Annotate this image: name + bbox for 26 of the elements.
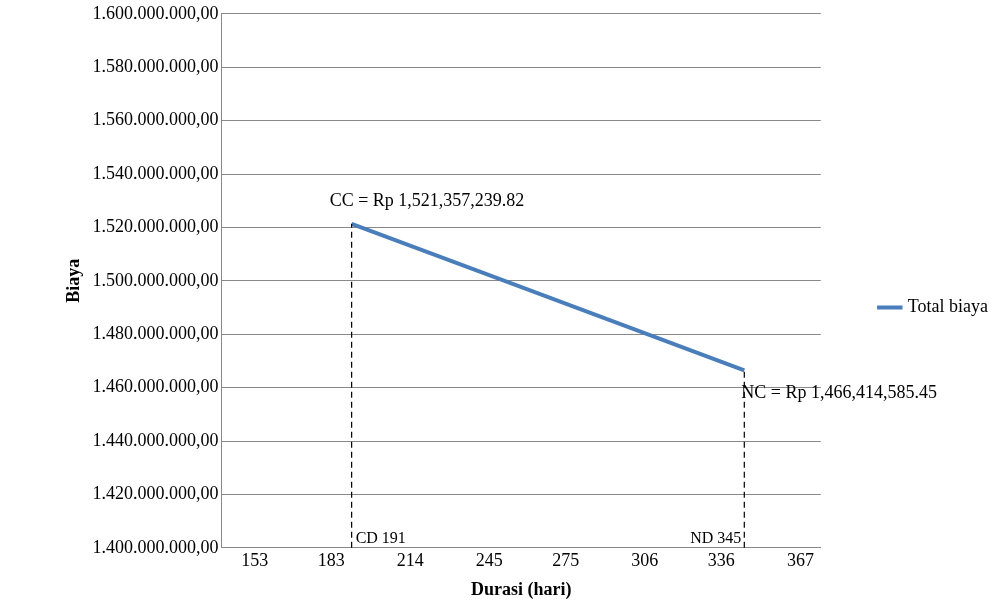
y-tick-label: 1.580.000.000,00 [92,55,219,76]
y-tick-label: 1.460.000.000,00 [92,376,219,397]
ref-line-label: CD 191 [355,529,406,546]
ref-line-label: ND 345 [690,529,742,546]
y-tick-label: 1.540.000.000,00 [92,162,219,183]
x-tick-label: 367 [786,550,814,571]
x-tick-label: 153 [241,550,269,571]
y-tick-label: 1.400.000.000,00 [92,536,219,557]
y-axis-title: Biaya [63,258,84,303]
y-tick-label: 1.500.000.000,00 [92,269,219,290]
y-tick-label: 1.600.000.000,00 [92,2,219,23]
annotation: CC = Rp 1,521,357,239.82 [329,189,525,210]
legend-label: Total biaya [907,296,989,317]
annotation: NC = Rp 1,466,414,585.45 [741,382,937,403]
y-tick-label: 1.480.000.000,00 [92,322,219,343]
x-tick-label: 336 [707,550,735,571]
x-tick-label: 245 [475,550,503,571]
x-tick-label: 214 [396,550,424,571]
x-axis-title: Durasi (hari) [470,578,572,600]
y-tick-label: 1.520.000.000,00 [92,216,219,237]
y-tick-label: 1.440.000.000,00 [92,429,219,450]
x-tick-label: 306 [631,550,659,571]
y-tick-label: 1.420.000.000,00 [92,483,219,504]
x-tick-label: 183 [317,550,345,571]
x-tick-label: 275 [552,550,580,571]
y-tick-label: 1.560.000.000,00 [92,109,219,130]
